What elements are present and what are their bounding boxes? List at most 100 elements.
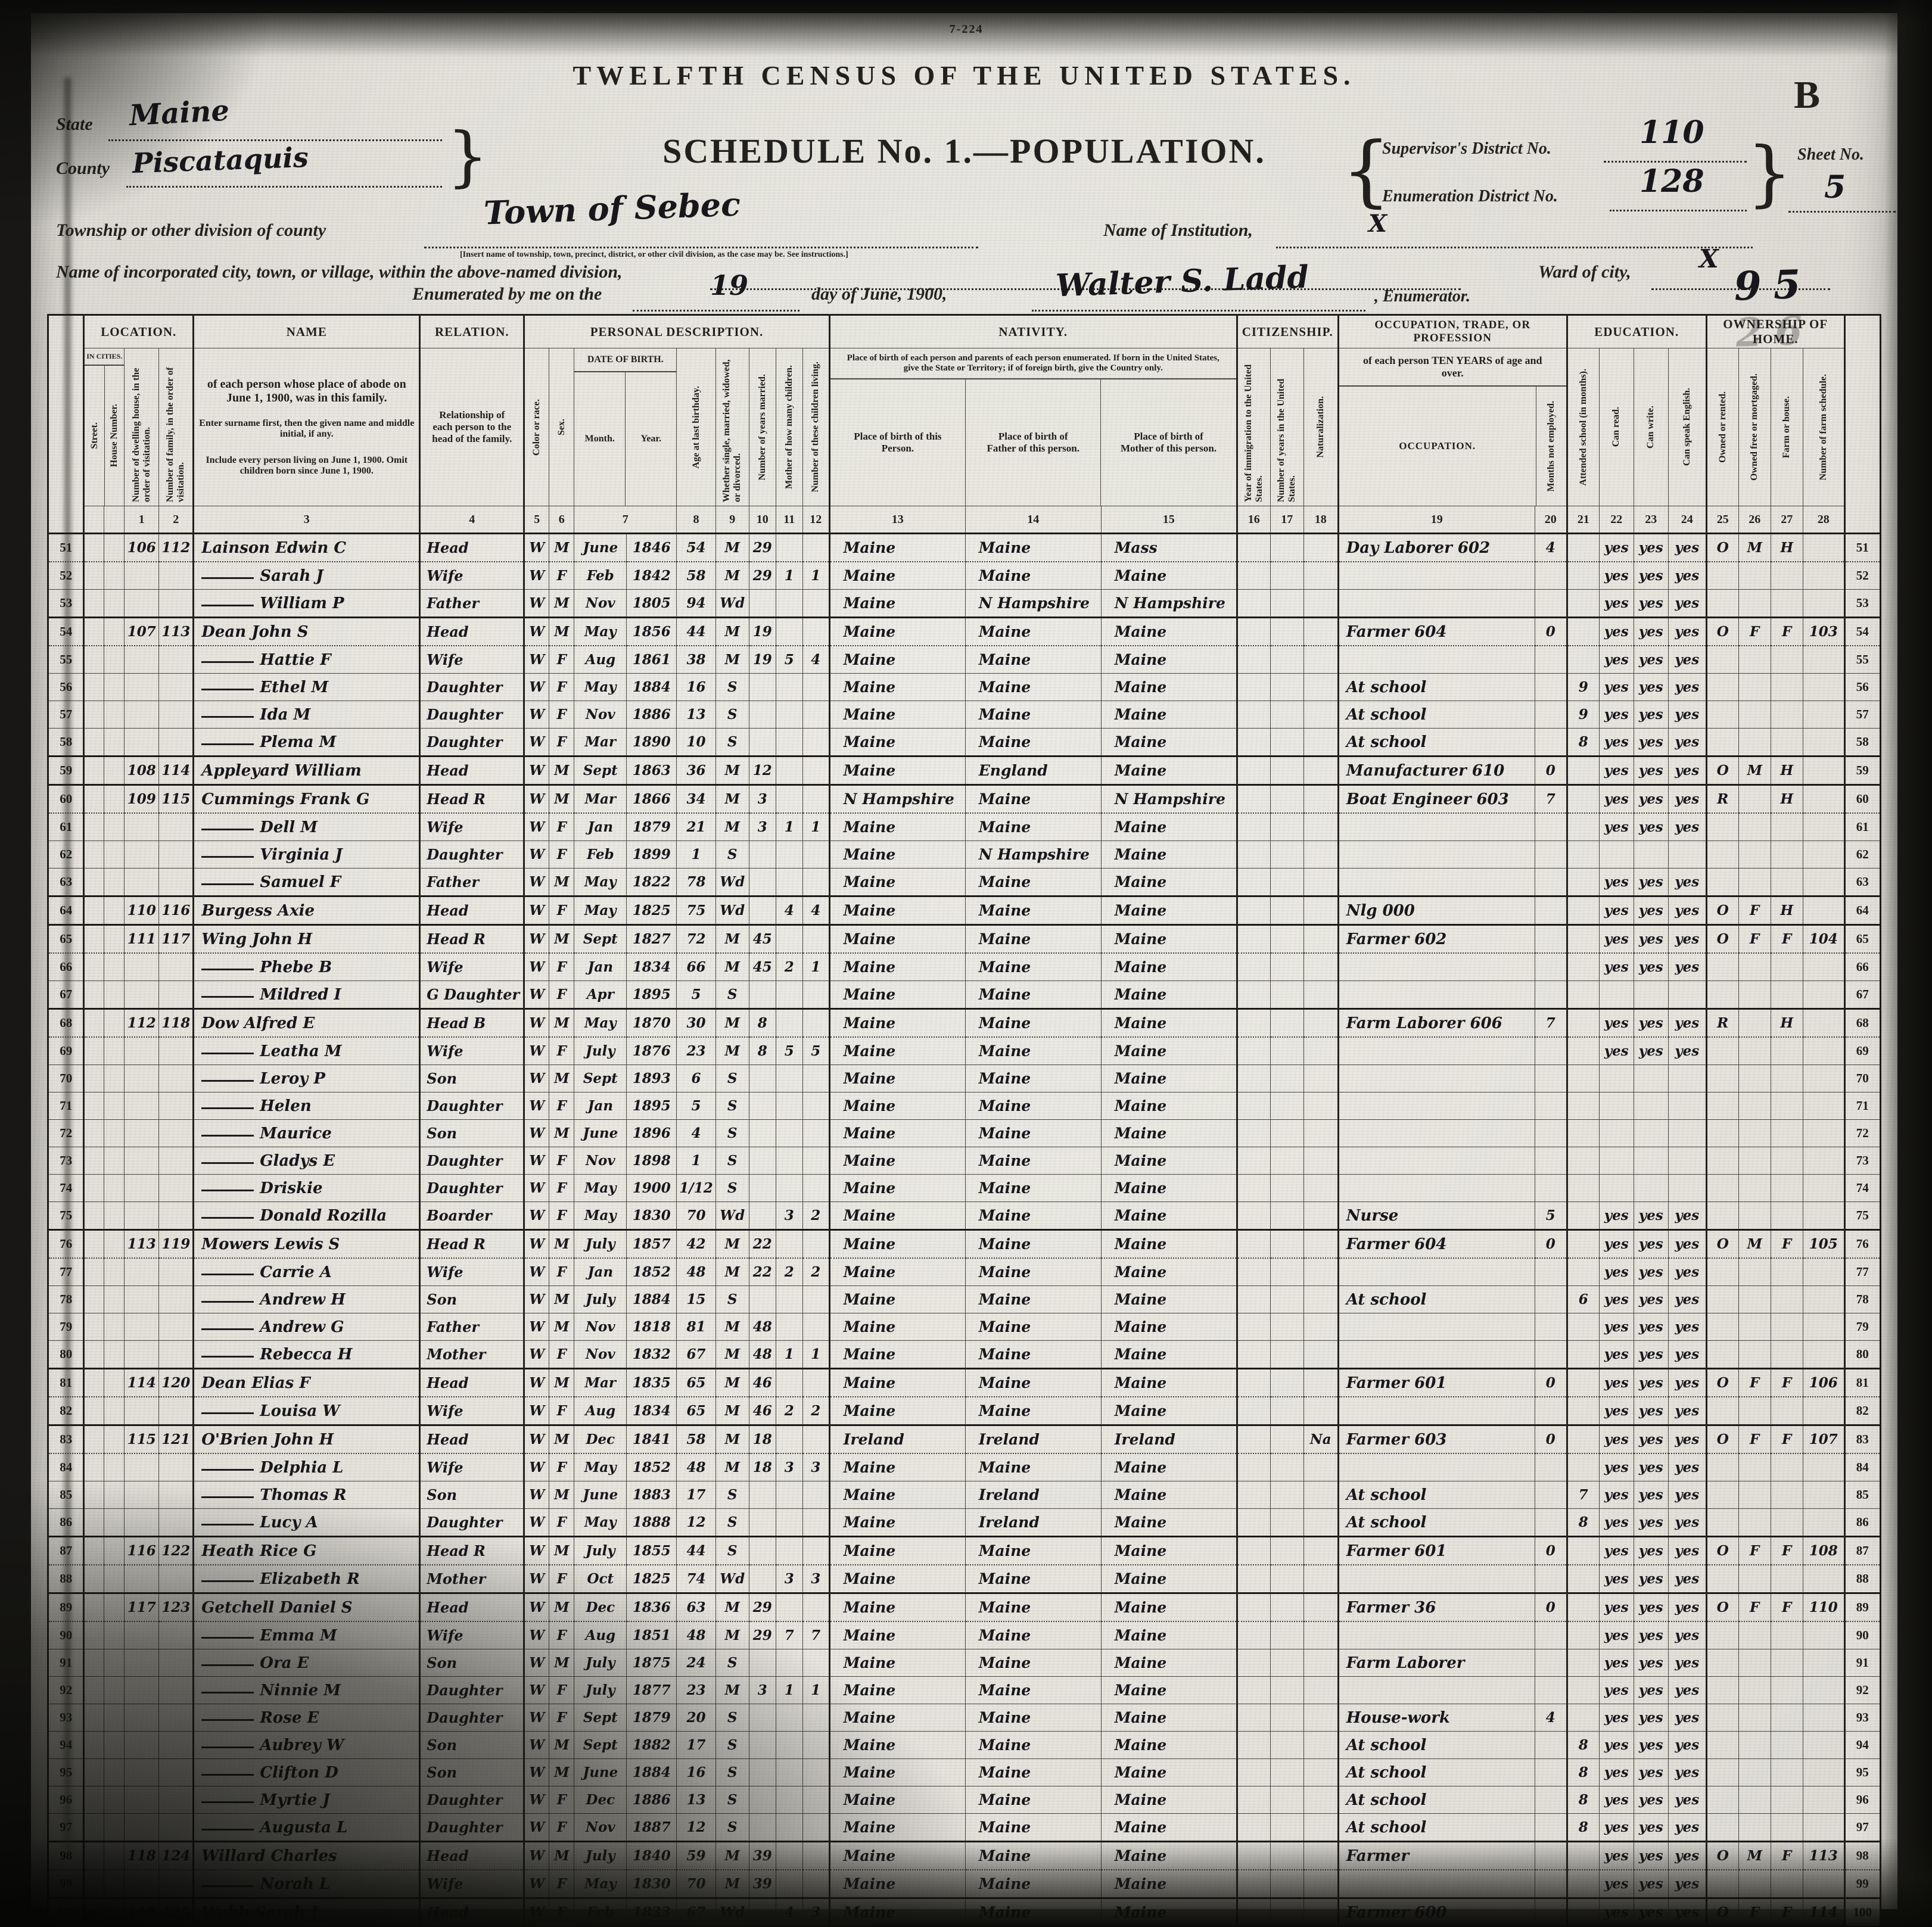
mother-of-children <box>775 1174 803 1202</box>
father-birthplace: Maine <box>965 1064 1102 1092</box>
table-row: 96 Myrtie J Daughter W F Dec 1886 13 S Maine Maine… <box>48 1786 1881 1814</box>
sex: M <box>549 1841 575 1870</box>
birth-month: Nov <box>574 1813 627 1842</box>
colnum-19: 19 <box>1337 506 1535 534</box>
years-married <box>748 840 776 868</box>
can-write: yes <box>1633 589 1669 618</box>
farm-schedule-number: 114 <box>1802 1897 1845 1927</box>
surname-ditto-line <box>201 658 254 663</box>
header-nativity-block: Place of birth of each person and parent… <box>828 348 1237 506</box>
months-not-employed <box>1534 1841 1567 1870</box>
person-name: Rebecca H <box>192 1340 421 1369</box>
person-name: Plema M <box>192 728 421 757</box>
header-naturalization: Naturalization. <box>1303 348 1339 506</box>
home-free-or-mortgaged: F <box>1738 617 1771 646</box>
group-nativity: NATIVITY. <box>828 315 1237 348</box>
surname-ditto-line <box>201 1076 254 1082</box>
father-birthplace: Maine <box>965 1257 1102 1286</box>
years-in-us <box>1270 533 1304 562</box>
can-speak-english: yes <box>1667 1592 1707 1622</box>
person-name: Dow Alfred E <box>192 1008 421 1038</box>
children-living <box>802 728 830 757</box>
farm-schedule-number <box>1802 812 1845 841</box>
header-owned-rented: Owned or rented. <box>1705 348 1739 506</box>
family-number: 124 <box>158 1841 194 1870</box>
years-in-us <box>1270 1786 1304 1814</box>
sex: F <box>549 1786 575 1814</box>
farm-schedule-number <box>1802 728 1845 757</box>
city-label: Name of incorporated city, town, or vill… <box>56 262 623 282</box>
father-birthplace: Maine <box>965 895 1102 926</box>
can-write: yes <box>1633 1201 1669 1230</box>
farm-or-house <box>1770 1704 1803 1732</box>
can-read: yes <box>1598 784 1634 814</box>
line-number-right: 81 <box>1843 1368 1881 1397</box>
years-in-us <box>1270 1064 1304 1092</box>
immigration-year <box>1236 1592 1271 1622</box>
age: 20 <box>676 1704 716 1732</box>
can-write: yes <box>1633 895 1669 926</box>
years-married: 29 <box>748 1621 776 1649</box>
surname-ditto-line <box>201 601 254 606</box>
naturalization <box>1303 1147 1339 1175</box>
age: 5 <box>676 1092 716 1120</box>
years-in-us <box>1270 1092 1304 1120</box>
person-name: Mildred I <box>192 980 421 1009</box>
months-not-employed <box>1534 1564 1567 1593</box>
table-row: 66 Phebe B Wife W F Jan 1834 66 M 45 2 1 Maine Maine M… <box>48 952 1881 981</box>
farm-or-house <box>1770 1676 1803 1704</box>
attended-school <box>1566 840 1600 868</box>
age: 21 <box>676 812 716 841</box>
father-birthplace: Maine <box>965 1174 1102 1202</box>
mother-of-children <box>775 1064 803 1092</box>
father-birthplace: England <box>965 755 1102 786</box>
can-read: yes <box>1598 561 1634 590</box>
line-number-left: 93 <box>48 1704 85 1732</box>
relation: Wife <box>419 1453 525 1481</box>
street <box>83 924 105 954</box>
line-number-right: 60 <box>1843 784 1881 814</box>
farm-schedule-number <box>1802 1508 1845 1537</box>
farm-schedule-number <box>1802 1621 1845 1649</box>
birth-month: July <box>574 1649 627 1677</box>
can-write: yes <box>1633 1257 1669 1286</box>
sex: M <box>549 1285 575 1313</box>
house-number <box>104 1119 125 1147</box>
sheet-number-value: 5 <box>1824 169 1846 206</box>
name-desc-1: of each person whose place of abode on J… <box>207 378 406 404</box>
can-read: yes <box>1598 617 1634 646</box>
person-name: Emma M <box>192 1621 421 1649</box>
group-name: NAME <box>192 315 421 348</box>
can-speak-english: yes <box>1667 1340 1707 1369</box>
can-speak-english: yes <box>1667 1897 1707 1927</box>
farm-schedule-number: 110 <box>1802 1592 1845 1622</box>
age: 72 <box>676 924 716 954</box>
dwelling-number <box>124 728 160 757</box>
years-married: 8 <box>748 1036 776 1065</box>
farm-or-house <box>1770 1786 1803 1814</box>
can-read: yes <box>1598 1592 1634 1622</box>
farm-schedule-number <box>1802 673 1845 701</box>
immigration-year <box>1236 755 1271 786</box>
years-in-us <box>1270 1869 1304 1898</box>
birth-month: May <box>574 617 627 646</box>
line-number-left: 94 <box>48 1731 85 1759</box>
immigration-year <box>1236 1758 1271 1786</box>
home-owned-or-rented: O <box>1705 1897 1739 1927</box>
street <box>83 1592 105 1622</box>
age-label: Age at last birthday. <box>690 385 701 469</box>
can-read <box>1598 1092 1634 1120</box>
farm-schedule-number <box>1802 1453 1845 1481</box>
immigration-year <box>1236 1257 1271 1286</box>
years-married: 48 <box>748 1340 776 1369</box>
birth-year: 1877 <box>626 1676 677 1704</box>
street <box>83 1064 105 1092</box>
occupation <box>1337 1396 1535 1425</box>
can-write: yes <box>1633 952 1669 981</box>
family-number <box>158 1813 194 1842</box>
birth-year: 1827 <box>626 924 677 954</box>
family-number <box>158 1704 194 1732</box>
colnum-4: 4 <box>419 506 525 534</box>
street <box>83 1649 105 1677</box>
months-not-employed <box>1534 728 1567 757</box>
